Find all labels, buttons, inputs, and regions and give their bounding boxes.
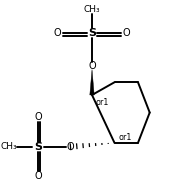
Text: O: O [54, 28, 62, 38]
Text: O: O [88, 61, 96, 71]
Text: O: O [34, 113, 42, 122]
Text: O: O [67, 142, 74, 152]
Polygon shape [90, 70, 94, 95]
Text: CH₃: CH₃ [84, 5, 100, 14]
Text: S: S [34, 142, 42, 152]
Text: O: O [122, 28, 130, 38]
Text: or1: or1 [96, 98, 109, 107]
Text: or1: or1 [118, 134, 132, 142]
Text: CH₃: CH₃ [1, 142, 17, 151]
Text: O: O [34, 171, 42, 181]
Text: S: S [88, 28, 96, 38]
